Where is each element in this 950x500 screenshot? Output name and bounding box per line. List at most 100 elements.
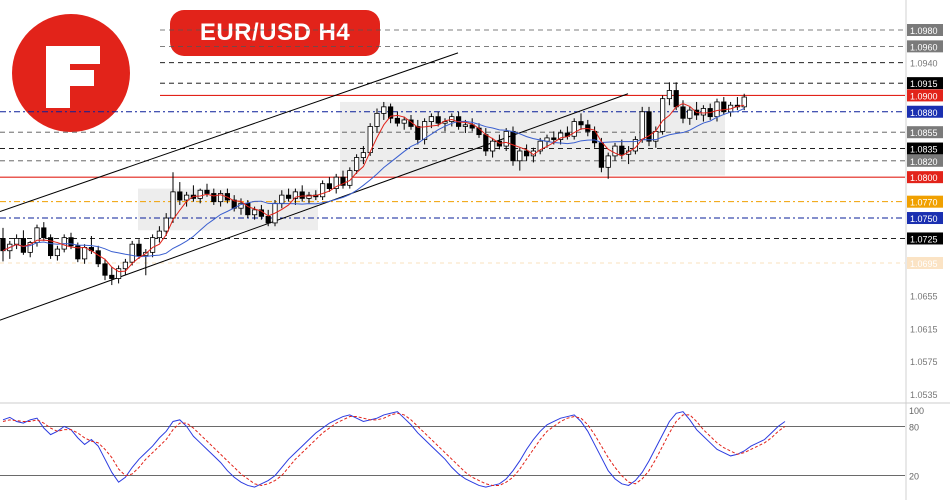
price-label: 1.0695 [907, 256, 943, 269]
candle-body [41, 227, 47, 239]
price-label-text: 1.0820 [910, 157, 938, 167]
price-label-text: 1.0750 [910, 214, 938, 224]
price-label: 1.0940 [910, 59, 938, 69]
candle-body [217, 193, 224, 203]
candle-body [578, 121, 584, 126]
price-label: 1.0960 [907, 40, 943, 53]
candle-body [319, 183, 326, 198]
price-label-text: 1.0535 [910, 390, 938, 400]
osc-level-label: 20 [909, 472, 919, 482]
price-label: 1.0655 [910, 292, 938, 302]
price-label-text: 1.0575 [910, 357, 938, 367]
channel-upper-line [0, 52, 459, 212]
candle-body [197, 189, 203, 199]
price-label: 1.0535 [910, 390, 938, 400]
price-label: 1.0800 [907, 171, 943, 184]
candle-body [700, 108, 707, 116]
price-label: 1.0725 [907, 232, 943, 245]
candle [639, 106, 645, 143]
candle-body [116, 268, 122, 279]
price-label: 1.0980 [907, 24, 943, 36]
candle-body [401, 119, 407, 124]
candle-body [204, 189, 210, 194]
candle [149, 234, 156, 258]
candle [129, 240, 135, 266]
price-label-box [907, 105, 943, 118]
candle [435, 111, 441, 127]
candle-body [387, 106, 394, 119]
candle [605, 152, 611, 179]
candle [319, 180, 326, 201]
candle-body [415, 126, 421, 140]
candle [415, 119, 421, 145]
candle [489, 137, 496, 158]
stoch-k-line [2, 411, 786, 488]
candle-body [299, 191, 305, 199]
price-label-box [907, 256, 943, 269]
price-label-box [907, 171, 943, 184]
candle [285, 188, 292, 202]
candle-body [524, 150, 530, 157]
candle [122, 258, 128, 276]
candle [571, 118, 577, 140]
price-label-box [907, 40, 943, 53]
candle-body [211, 193, 217, 203]
candle [503, 128, 509, 151]
candle [394, 111, 401, 127]
price-label-box [907, 142, 943, 155]
candle-body [279, 194, 285, 204]
candle [721, 97, 727, 116]
candle [136, 239, 142, 259]
candle-body [592, 130, 598, 144]
price-label-text: 1.0980 [910, 26, 938, 36]
price-label-box [907, 195, 943, 208]
candle-body [428, 116, 435, 122]
price-label: 1.0855 [907, 126, 943, 139]
osc-level-label: 80 [909, 422, 919, 432]
stoch-d-line [2, 412, 786, 486]
candle-body [537, 140, 543, 152]
candle-body [285, 194, 292, 199]
candle-body [619, 145, 625, 155]
price-label-text: 1.0880 [910, 108, 938, 118]
candle-body [666, 90, 673, 100]
candle-body [333, 176, 339, 189]
candle-body [292, 191, 299, 199]
candle-body [0, 238, 6, 252]
candle [27, 240, 33, 258]
ma-slow-line [2, 108, 745, 258]
candle [333, 173, 339, 194]
price-label-box [907, 232, 943, 245]
price-label: 1.0770 [907, 195, 943, 208]
price-label: 1.0900 [907, 89, 943, 102]
price-label-text: 1.0770 [910, 198, 938, 208]
candle-body [95, 250, 101, 265]
candle-body [687, 109, 693, 119]
candle-body [75, 245, 81, 260]
ascending-channel [0, 52, 629, 321]
price-label-text: 1.0835 [910, 145, 938, 155]
candle-body [462, 124, 469, 127]
candle-body [489, 140, 496, 152]
chart-title-badge: EUR/USD H4 [170, 10, 380, 56]
candle-body [374, 112, 380, 127]
candle-body [129, 243, 135, 263]
price-levels [0, 29, 905, 264]
price-label-text: 1.0960 [910, 42, 938, 52]
candle-body [183, 194, 190, 201]
candle [401, 116, 407, 130]
candle-body [163, 217, 169, 232]
candle [116, 265, 122, 284]
candle [20, 230, 27, 255]
candle-body [340, 176, 346, 186]
candle-body [48, 237, 54, 257]
candle [211, 188, 217, 205]
candle-body [381, 106, 387, 114]
price-label: 1.0915 [907, 77, 943, 90]
candle-body [360, 152, 367, 158]
candle [7, 240, 13, 259]
candle [299, 185, 305, 202]
candle-body [483, 134, 489, 152]
candle-body [109, 274, 115, 279]
